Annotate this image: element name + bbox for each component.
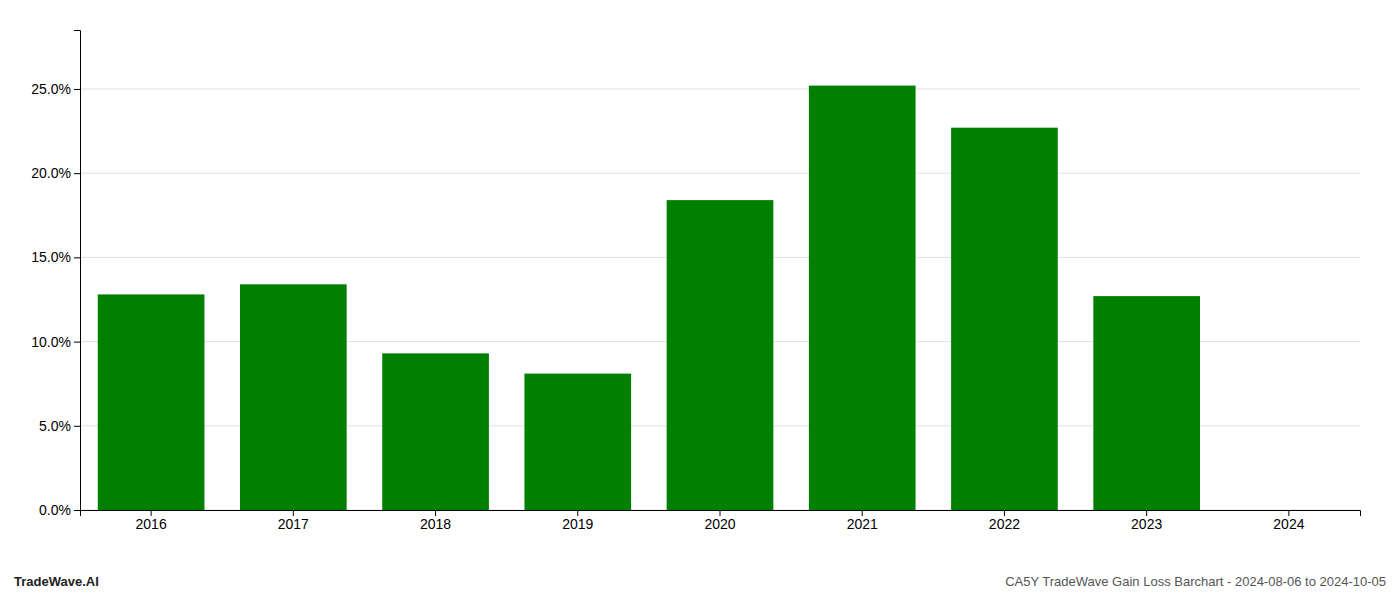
x-axis: 2016 2017 2018 2019 2020 2021 2022 2023 2024 (81, 510, 1361, 532)
grid-line (80, 88, 1360, 89)
y-tick: 10.0% (31, 334, 80, 350)
y-tick-label: 0.0% (39, 502, 71, 518)
x-tick-label: 2018 (420, 516, 451, 532)
y-tick: 5.0% (39, 418, 80, 434)
y-tick-label: 5.0% (39, 418, 71, 434)
chart: 2016 2017 2018 2019 2020 2021 2022 2023 2024 0.0%… (0, 0, 1400, 600)
y-tick-label: 10.0% (31, 334, 71, 350)
x-tick: 2020 (704, 510, 735, 532)
bar (1093, 296, 1200, 510)
x-tick: 2016 (136, 510, 167, 532)
x-tick-label: 2024 (1273, 516, 1304, 532)
y-axis-line (74, 31, 81, 511)
y-tick: 0.0% (39, 502, 80, 518)
y-tick-mark (74, 257, 80, 258)
bar (382, 353, 489, 510)
x-tick-label: 2020 (704, 516, 735, 532)
x-tick: 2017 (278, 510, 309, 532)
x-tick-label: 2017 (278, 516, 309, 532)
y-tick-mark (74, 426, 80, 427)
bar (1236, 510, 1343, 511)
bar (98, 294, 205, 510)
y-tick-mark (74, 510, 80, 511)
y-tick-mark (74, 173, 80, 174)
bars (98, 86, 1200, 510)
y-tick-label: 20.0% (31, 165, 71, 181)
x-tick: 2022 (989, 510, 1020, 532)
footer-right: CA5Y TradeWave Gain Loss Barchart - 2024… (1005, 574, 1386, 589)
bar (951, 128, 1058, 510)
y-axis: 0.0% 5.0% 10.0% 15.0% 20.0% 25.0% (31, 31, 80, 518)
bar (667, 200, 774, 510)
bar (240, 284, 347, 510)
x-tick-label: 2021 (847, 516, 878, 532)
x-tick: 2024 (1273, 510, 1304, 532)
y-tick-mark (74, 89, 80, 90)
y-tick: 15.0% (31, 249, 80, 265)
x-tick-label: 2023 (1131, 516, 1162, 532)
footer-left: TradeWave.AI (14, 574, 99, 589)
grid (80, 89, 1360, 510)
bar (524, 374, 631, 510)
chart-container: 2016 2017 2018 2019 2020 2021 2022 2023 2024 0.0%… (0, 0, 1400, 600)
x-tick: 2018 (420, 510, 451, 532)
y-tick-label: 15.0% (31, 249, 71, 265)
x-tick-label: 2019 (562, 516, 593, 532)
bar (809, 86, 916, 510)
y-tick-label: 25.0% (31, 81, 71, 97)
y-tick: 25.0% (31, 81, 80, 97)
x-tick-label: 2016 (136, 516, 167, 532)
x-tick: 2019 (562, 510, 593, 532)
x-tick-label: 2022 (989, 516, 1020, 532)
x-tick: 2023 (1131, 510, 1162, 532)
x-tick: 2021 (847, 510, 878, 532)
plot: 2016 2017 2018 2019 2020 2021 2022 2023 2024 0.0%… (31, 31, 1360, 532)
y-tick: 20.0% (31, 165, 80, 181)
y-tick-mark (74, 342, 80, 343)
grid-line (80, 173, 1360, 174)
